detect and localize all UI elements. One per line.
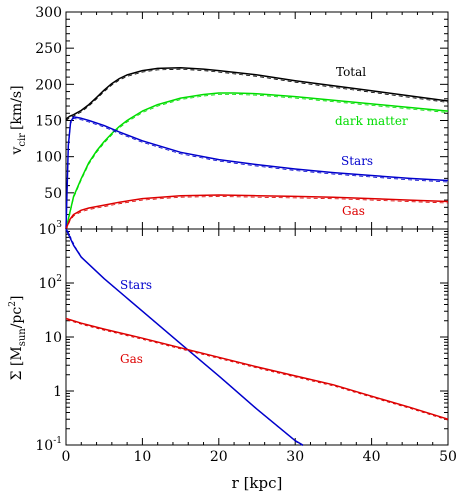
top-y-tick-label: 200 — [35, 77, 62, 93]
bottom-y-label-sub: sun — [17, 328, 28, 347]
bottom-legend-stars: Stars — [120, 278, 152, 292]
top-y-tick-label: 150 — [35, 114, 62, 130]
top-y-label-unit: [km/s] — [9, 85, 25, 130]
top-series-lines — [65, 66, 449, 231]
bottom-x-tick-label: 30 — [286, 449, 304, 465]
top-legend-stars: Stars — [341, 154, 373, 168]
bottom-series-stars-line — [65, 228, 304, 446]
bottom-x-tick-label: 10 — [133, 449, 151, 465]
bottom-series-stars-dashed-line — [67, 230, 305, 447]
bottom-legend-gas: Gas — [120, 352, 143, 366]
top-y-tick-label: 50 — [44, 186, 62, 202]
bottom-y-ticks — [66, 228, 448, 446]
top-y-tick-labels: 50 100 150 200 250 300 — [35, 5, 62, 202]
top-y-tick-label: 250 — [35, 41, 62, 57]
top-series-stars-dashed-line — [65, 117, 449, 231]
bottom-x-tick-label: 20 — [210, 449, 228, 465]
top-legend-total: Total — [336, 65, 366, 79]
bottom-y-label-sup: 2 — [8, 301, 18, 307]
top-series-dark-matter-line — [65, 92, 449, 230]
bottom-series-gas-line — [65, 317, 449, 420]
bottom-x-tick-label: 0 — [62, 449, 71, 465]
top-y-label-main: v — [9, 147, 25, 156]
bottom-y-axis-label: Σ [Msun/pc2] — [8, 296, 28, 381]
bottom-y-tick-label: 10 — [44, 330, 62, 346]
top-x-ticks — [65, 12, 449, 229]
top-series-dark-matter-dashed-line — [65, 94, 449, 231]
bottom-y-label-close: ] — [9, 296, 25, 301]
top-y-axis-label: vcir [km/s] — [9, 85, 28, 155]
top-y-label-sub: cir — [17, 133, 28, 147]
top-series-gas-dashed-line — [65, 196, 449, 231]
bottom-series-lines — [65, 228, 450, 447]
bottom-y-label-unit: /pc — [9, 307, 25, 329]
bottom-y-tick-label: 10-1 — [35, 436, 62, 454]
top-series-gas-line — [65, 194, 449, 230]
top-y-tick-label: 300 — [35, 5, 62, 21]
bottom-y-label-main: Σ [M — [9, 346, 25, 380]
bottom-x-ticks — [65, 229, 449, 445]
bottom-y-tick-label: 1 — [53, 384, 62, 400]
top-series-stars-line — [65, 116, 449, 230]
bottom-x-tick-labels: 0 10 20 30 40 50 — [62, 449, 457, 465]
top-series-total-dashed-line — [65, 68, 449, 121]
top-panel: 50 100 150 200 250 300 vcir [km/s] Total dark … — [9, 5, 449, 231]
top-y-tick-label: 100 — [35, 150, 62, 166]
bottom-y-tick-label: 102 — [38, 274, 62, 292]
bottom-y-tick-label: 103 — [38, 220, 62, 238]
bottom-x-tick-label: 40 — [363, 449, 381, 465]
top-legend-gas: Gas — [342, 204, 365, 218]
bottom-x-tick-label: 50 — [439, 449, 457, 465]
top-series-total-line — [65, 66, 449, 120]
top-legend-dark-matter: dark matter — [335, 114, 408, 128]
bottom-x-axis-label: r [kpc] — [232, 474, 283, 492]
